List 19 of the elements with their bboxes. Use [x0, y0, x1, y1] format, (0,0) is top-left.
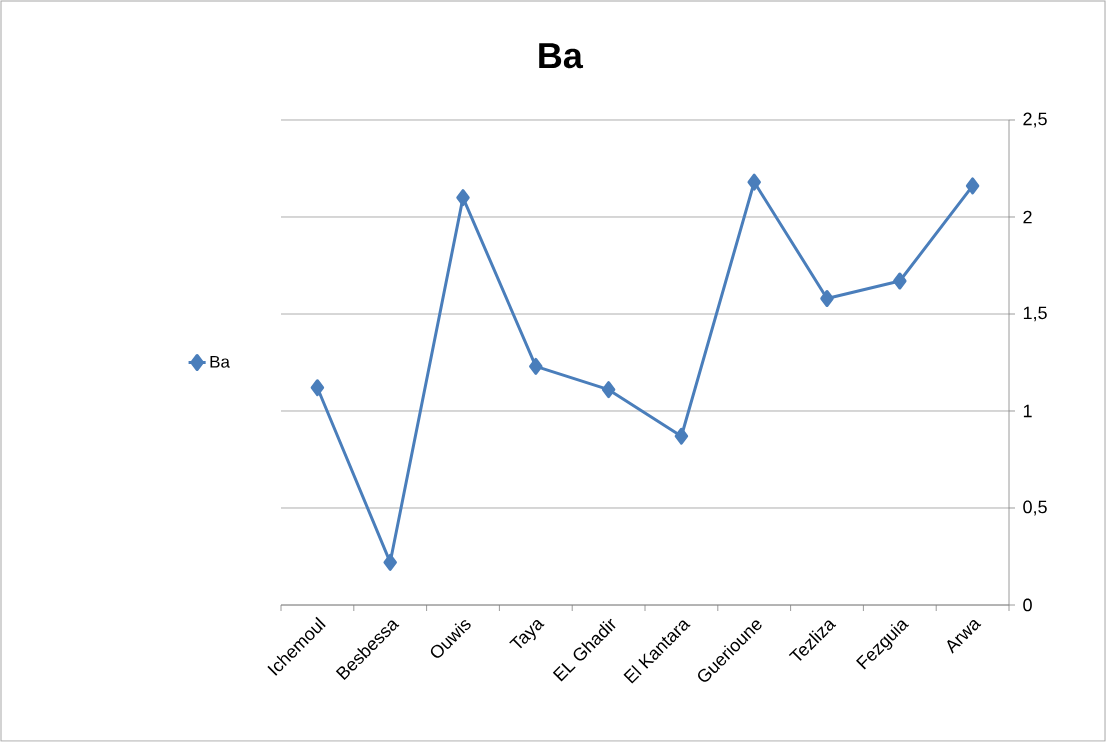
point	[747, 173, 761, 191]
y-tick-label: 2	[1023, 210, 1032, 224]
point	[893, 272, 907, 290]
x-tick-label: Taya	[509, 620, 545, 649]
legend-label: Ba	[210, 355, 230, 368]
y-tick-label: 1,5	[1023, 306, 1047, 322]
y-tick-label: 0	[1023, 598, 1032, 612]
point	[965, 177, 980, 195]
y-tick-label: 0,5	[1023, 500, 1047, 516]
point	[456, 189, 470, 207]
point	[674, 427, 689, 445]
point	[529, 357, 543, 375]
y-tick-label: 1	[1023, 404, 1032, 418]
point	[820, 289, 834, 307]
chart-title: Ba	[539, 43, 584, 69]
point	[601, 381, 616, 399]
point	[383, 553, 397, 571]
y-tick-label: 2,5	[1023, 112, 1047, 128]
point	[310, 379, 325, 397]
